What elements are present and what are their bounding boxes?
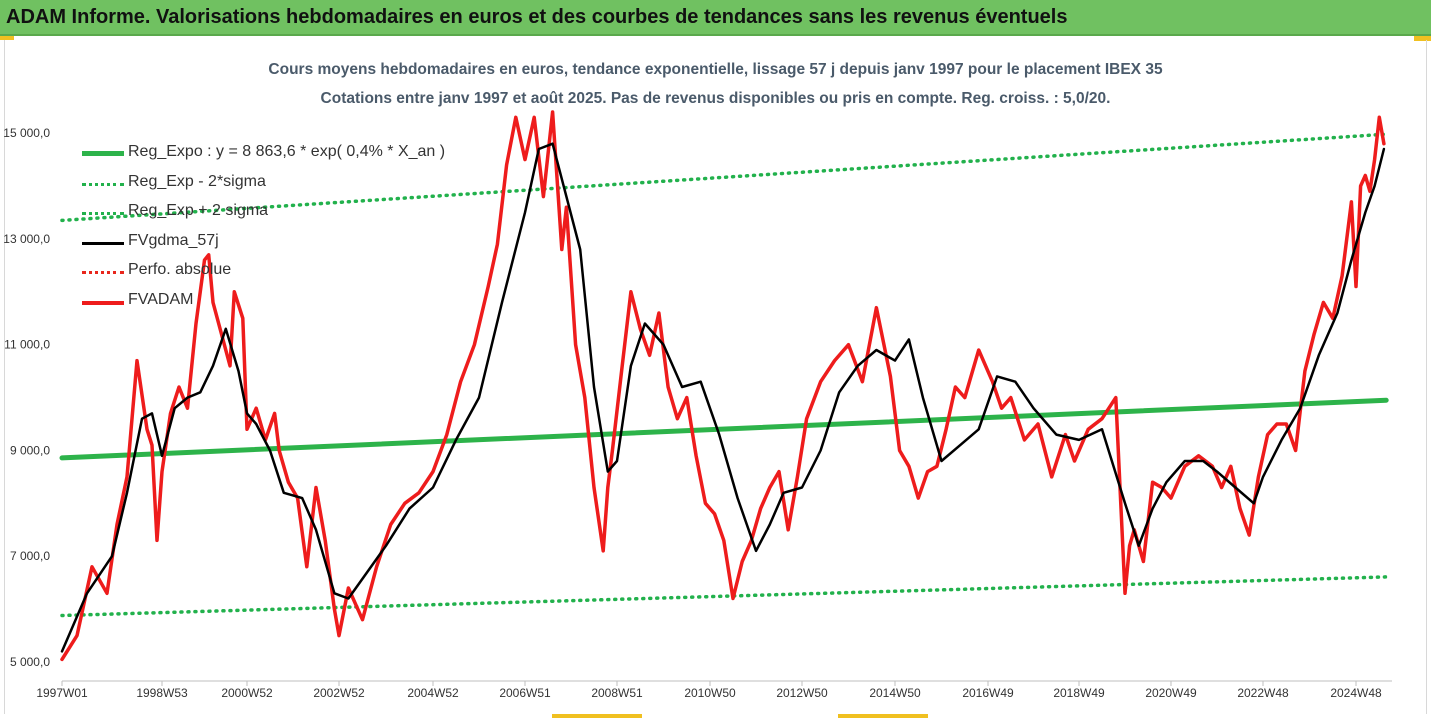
legend-label-reg-exp-minus: Reg_Exp - 2*sigma xyxy=(128,172,266,190)
legend-label-fvadam: FVADAM xyxy=(128,290,194,308)
x-tick-label: 2008W51 xyxy=(591,686,643,700)
y-tick-label: 9 000,0 xyxy=(10,443,50,457)
series-reg-exp-minus xyxy=(60,575,1388,618)
series-reg-exp-plus xyxy=(60,132,1388,223)
report-header: ADAM Informe. Valorisations hebdomadaire… xyxy=(0,0,1431,36)
x-tick-label: 2006W51 xyxy=(499,686,551,700)
x-tick-label: 2002W52 xyxy=(313,686,365,700)
legend-swatch-reg-exp-plus xyxy=(82,212,124,215)
x-tick-label: 2014W50 xyxy=(869,686,921,700)
legend-swatch-reg-exp-minus xyxy=(82,182,124,186)
chart-frame xyxy=(4,40,1427,714)
corner-mark-bottom-left xyxy=(552,714,642,718)
x-tick-label: 2016W49 xyxy=(962,686,1014,700)
corner-mark-left xyxy=(0,36,14,40)
x-tick-label: 2018W49 xyxy=(1053,686,1105,700)
chart-title-line1: Cours moyens hebdomadaires en euros, ten… xyxy=(268,61,1163,78)
x-tick-label: 1998W53 xyxy=(136,686,188,700)
x-tick-label: 2020W49 xyxy=(1145,686,1197,700)
x-tick-label: 2012W50 xyxy=(776,686,828,700)
legend-swatch-perfo xyxy=(82,271,124,274)
legend-label-reg-exp-plus: Reg_Exp + 2 sigma xyxy=(128,202,269,219)
series-fvgdma xyxy=(60,142,1386,653)
x-tick-label: 2024W48 xyxy=(1330,686,1382,700)
legend-swatch-reg-expo xyxy=(82,151,124,156)
legend-swatch-fvadam xyxy=(82,300,124,305)
legend-swatch-fvgdma xyxy=(82,241,124,245)
y-tick-label: 5 000,0 xyxy=(10,655,50,669)
chart-title-line2: Cotations entre janv 1997 et août 2025. … xyxy=(320,90,1111,107)
corner-mark-right xyxy=(1414,36,1431,41)
x-tick-label: 2010W50 xyxy=(684,686,736,700)
x-tick-label: 2004W52 xyxy=(407,686,459,700)
x-tick-label: 2022W48 xyxy=(1237,686,1289,700)
y-tick-label: 11 000,0 xyxy=(4,338,50,352)
y-tick-label: 15 000,0 xyxy=(3,126,50,140)
y-tick-label: 13 000,0 xyxy=(3,232,50,246)
legend-label-reg-expo: Reg_Expo : y = 8 863,6 * exp( 0,4% * X_a… xyxy=(128,143,446,160)
y-tick-label: 7 000,0 xyxy=(10,549,50,563)
x-tick-label: 2000W52 xyxy=(221,686,273,700)
legend-label-perfo: Perfo. absolue xyxy=(128,261,232,278)
series-fvadam xyxy=(60,110,1386,662)
corner-mark-bottom-right xyxy=(838,714,928,718)
legend-label-fvgdma: FVgdma_57j xyxy=(128,231,219,249)
x-tick-label: 1997W01 xyxy=(36,686,88,700)
series-reg-expo xyxy=(59,397,1389,461)
report-title: ADAM Informe. Valorisations hebdomadaire… xyxy=(6,6,1068,28)
